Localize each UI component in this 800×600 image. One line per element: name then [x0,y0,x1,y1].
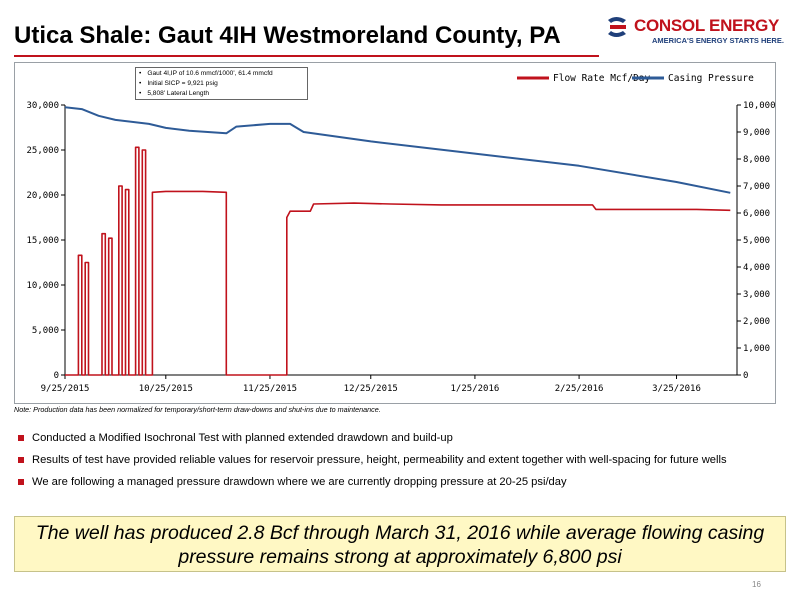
y-right-tick-label: 7,000 [743,182,770,192]
bullet-text: Results of test have provided reliable v… [32,454,727,466]
annotation-lateral-length: 5,808' Lateral Length [139,89,307,99]
chart-footnote: Note: Production data has been normalize… [14,405,381,414]
y-right-tick-label: 8,000 [743,155,770,165]
legend-flow-rate-label: Flow Rate Mcf/Day [553,73,651,84]
title-divider [14,55,599,57]
y-right-tick-label: 9,000 [743,128,770,138]
y-left-tick-label: 20,000 [26,191,59,201]
flow-rate-series-line [65,146,731,376]
y-axis-left-ticks: 0 5,000 10,000 15,000 20,000 25,000 30,000 [26,101,65,381]
slide-title: Utica Shale: Gaut 4IH Westmoreland Count… [14,22,561,49]
bullet-square-icon [18,479,24,485]
x-tick-label: 1/25/2016 [451,384,500,394]
bullet-list: Conducted a Modified Isochronal Test wit… [16,432,786,498]
y-left-tick-label: 30,000 [26,101,59,111]
chart-frame: 9/25/2015 10/25/2015 11/25/2015 12/25/2015 1… [14,62,776,404]
x-tick-label: 3/25/2016 [652,384,701,394]
y-right-tick-label: 10,000 [743,101,775,111]
annotation-sicp: Initial SICP = 9,921 psig [139,79,307,89]
chart-legend: Flow Rate Mcf/Day Casing Pressure [517,73,754,84]
bullet-item: We are following a managed pressure draw… [16,476,786,488]
bullet-text: We are following a managed pressure draw… [32,476,567,488]
annotation-ip: Gaut 4I,IP of 10.6 mmcf/1000', 61.4 mmcf… [139,69,307,79]
logo-name: CONSOL ENERGY [634,16,780,35]
y-right-tick-label: 1,000 [743,344,770,354]
company-logo: CONSOL ENERGY AMERICA'S ENERGY STARTS HE… [606,14,792,48]
bullet-square-icon [18,457,24,463]
y-right-tick-label: 0 [743,371,748,381]
production-chart: 9/25/2015 10/25/2015 11/25/2015 12/25/2015 1… [26,73,775,394]
x-tick-label: 9/25/2015 [41,384,90,394]
bullet-square-icon [18,435,24,441]
x-tick-label: 10/25/2015 [139,384,193,394]
chart-annotation-box: Gaut 4I,IP of 10.6 mmcf/1000', 61.4 mmcf… [135,67,308,100]
y-right-tick-label: 4,000 [743,263,770,273]
casing-pressure-series-line [64,106,731,194]
callout-line-1: The well has produced 2.8 Bcf through Ma… [35,522,765,544]
x-tick-label: 12/25/2015 [344,384,398,394]
callout-line-2: pressure remains strong at approximately… [178,546,622,568]
y-right-tick-label: 2,000 [743,317,770,327]
y-left-tick-label: 10,000 [26,281,59,291]
x-tick-label: 2/25/2016 [555,384,604,394]
bullet-item: Conducted a Modified Isochronal Test wit… [16,432,786,444]
y-left-tick-label: 25,000 [26,146,59,156]
logo-mark-icon [608,17,626,37]
y-right-tick-label: 6,000 [743,209,770,219]
legend-casing-pressure-label: Casing Pressure [668,73,754,84]
y-right-tick-label: 5,000 [743,236,770,246]
y-left-tick-label: 0 [54,371,59,381]
x-tick-label: 11/25/2015 [243,384,297,394]
y-left-tick-label: 5,000 [32,326,59,336]
summary-callout: The well has produced 2.8 Bcf through Ma… [14,516,786,572]
y-left-tick-label: 15,000 [26,236,59,246]
page-number: 16 [752,580,761,589]
bullet-text: Conducted a Modified Isochronal Test wit… [32,432,453,444]
logo-tagline: AMERICA'S ENERGY STARTS HERE. [652,36,784,45]
x-axis-ticks: 9/25/2015 10/25/2015 11/25/2015 12/25/2015 1… [41,375,701,394]
chart-series [64,106,731,376]
bullet-item: Results of test have provided reliable v… [16,454,786,466]
y-axis-right-ticks: 0 1,000 2,000 3,000 4,000 5,000 6,000 7,000 8,00… [737,101,775,381]
y-right-tick-label: 3,000 [743,290,770,300]
